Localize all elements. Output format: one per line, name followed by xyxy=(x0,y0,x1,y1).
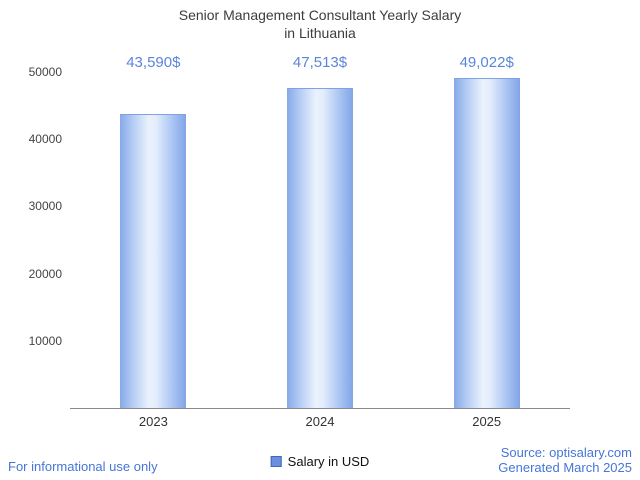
generated-date: Generated March 2025 xyxy=(498,460,632,476)
legend-label: Salary in USD xyxy=(287,454,370,469)
y-tick-label: 50000 xyxy=(28,65,62,79)
bar[interactable] xyxy=(453,77,520,408)
chart-title-line-2: in Lithuania xyxy=(284,24,356,41)
bar[interactable] xyxy=(286,87,353,408)
bar-value-labels: 43,590$ 47,513$ 49,022$ xyxy=(70,54,570,71)
x-axis-label: 2023 xyxy=(138,414,168,429)
informational-note: For informational use only xyxy=(8,459,158,474)
bar-value-label: 49,022$ xyxy=(459,54,514,71)
chart-title: Senior Management Consultant Yearly Sala… xyxy=(0,7,640,42)
y-tick-label: 10000 xyxy=(28,333,62,348)
bar-value-label: 47,513$ xyxy=(292,54,348,71)
y-axis-tick-labels: 10000 20000 30000 40000 50000 xyxy=(0,65,62,408)
bar-value-label: 43,590$ xyxy=(126,54,181,71)
legend-marker-icon xyxy=(270,456,282,467)
x-axis-label: 2024 xyxy=(305,414,335,429)
chart-title-line-1: Senior Management Consultant Yearly Sala… xyxy=(178,7,462,23)
x-axis-label: 2025 xyxy=(472,414,502,429)
plot-area xyxy=(70,72,570,409)
bar[interactable] xyxy=(120,114,187,408)
y-tick-label: 20000 xyxy=(28,266,62,281)
x-axis-labels: 2023 2024 2025 xyxy=(70,414,570,429)
legend: Salary in USD xyxy=(270,454,370,469)
source-block: Source: optisalary.com Generated March 2… xyxy=(498,445,632,476)
y-tick-label: 30000 xyxy=(28,199,62,214)
source-link[interactable]: Source: optisalary.com xyxy=(500,444,632,460)
y-tick-label: 40000 xyxy=(28,132,62,147)
